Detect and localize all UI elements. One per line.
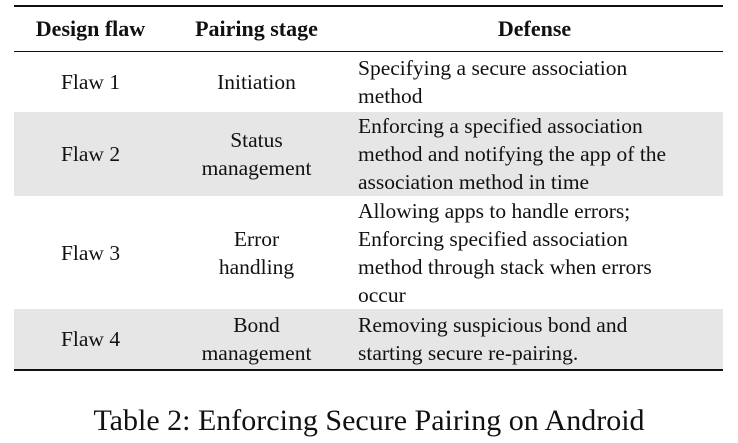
stage-cell: Error handling <box>167 196 346 309</box>
defense-cell: Enforcing a specified association method… <box>346 112 723 196</box>
stage-line: management <box>201 156 312 180</box>
defense-table-container: Design flaw Pairing stage Defense Flaw 1… <box>14 5 723 371</box>
defense-cell: Allowing apps to handle errors; Enforcin… <box>346 196 723 309</box>
flaw-cell: Flaw 1 <box>14 52 167 113</box>
defense-line: Specifying a secure association <box>358 56 628 80</box>
stage-cell: Bond management <box>167 309 346 370</box>
stage-line: management <box>201 341 312 365</box>
flaw-cell: Flaw 2 <box>14 112 167 196</box>
defense-line: starting secure re-pairing. <box>358 341 579 365</box>
stage-line: Bond <box>233 313 280 337</box>
defense-line: method through stack when errors <box>358 254 652 279</box>
defense-cell: Specifying a secure association method <box>346 52 723 113</box>
flaw-cell: Flaw 3 <box>14 196 167 309</box>
flaw-cell: Flaw 4 <box>14 309 167 370</box>
table-header-row: Design flaw Pairing stage Defense <box>14 6 723 52</box>
defense-line: Enforcing specified association <box>358 226 628 251</box>
stage-line: Initiation <box>217 70 296 94</box>
table-caption: Table 2: Enforcing Secure Pairing on And… <box>93 404 645 437</box>
stage-cell: Status management <box>167 112 346 196</box>
table-row-flaw-3: Flaw 3 Error handling Allowing apps to h… <box>14 196 723 309</box>
flaw-label: Flaw 2 <box>60 142 121 166</box>
defense-line: Allowing apps to handle errors; <box>358 198 631 223</box>
defense-line: Enforcing a specified association <box>358 114 643 138</box>
stage-cell: Initiation <box>167 52 346 113</box>
defense-line: method <box>358 84 423 108</box>
defense-line: Removing suspicious bond and <box>358 313 628 337</box>
defense-line: association method in time <box>358 170 590 194</box>
defense-line: method and notifying the app of the <box>358 142 667 166</box>
defense-line: occur <box>358 282 406 307</box>
table-row-flaw-4: Flaw 4 Bond management Removing suspicio… <box>14 309 723 370</box>
stage-line: Error <box>233 226 280 251</box>
stage-line: handling <box>218 254 295 279</box>
table-row-flaw-2: Flaw 2 Status management Enforcing a spe… <box>14 112 723 196</box>
flaw-label: Flaw 1 <box>60 70 121 94</box>
flaw-label: Flaw 4 <box>60 327 121 351</box>
flaw-label: Flaw 3 <box>60 240 121 265</box>
header-design-flaw: Design flaw <box>35 16 146 41</box>
defense-cell: Removing suspicious bond and starting se… <box>346 309 723 370</box>
header-pairing-stage: Pairing stage <box>195 16 318 41</box>
header-defense: Defense <box>497 16 572 41</box>
table-row-flaw-1: Flaw 1 Initiation Specifying a secure as… <box>14 52 723 113</box>
defense-table: Design flaw Pairing stage Defense Flaw 1… <box>14 5 723 371</box>
stage-line: Status <box>230 128 283 152</box>
